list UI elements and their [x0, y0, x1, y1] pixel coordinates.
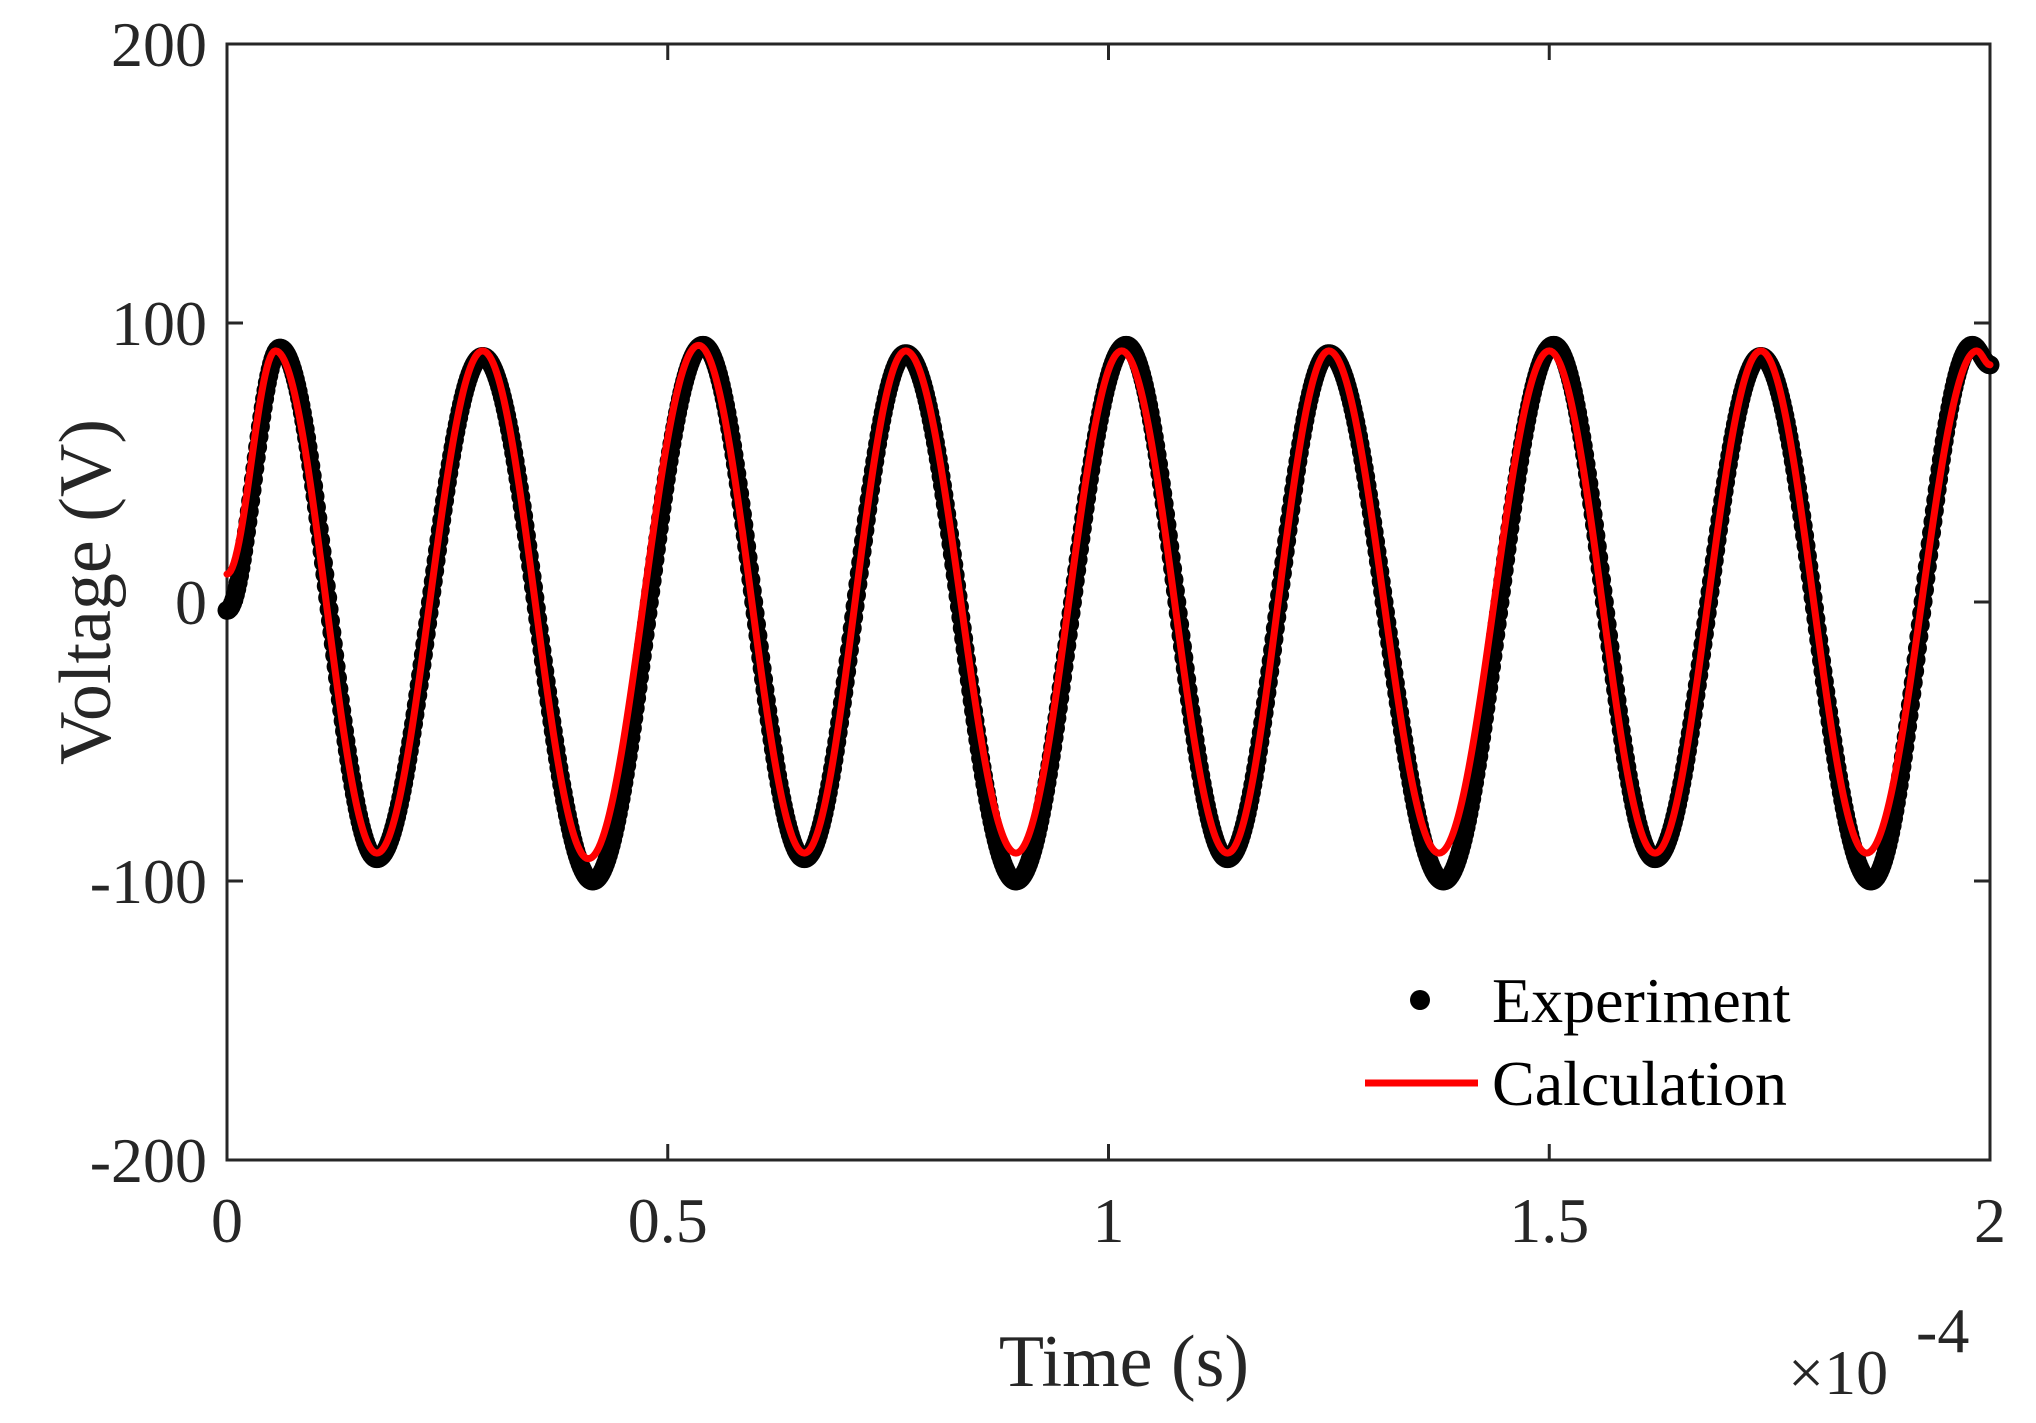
x-axis-multiplier: ×10	[1788, 1337, 1888, 1408]
y-tick-label: -100	[90, 846, 207, 917]
y-tick-label: 200	[111, 9, 207, 80]
y-tick-label: -200	[90, 1125, 207, 1196]
x-tick-label: 0	[211, 1185, 243, 1256]
legend-label-experiment: Experiment	[1492, 965, 1791, 1036]
x-axis-exponent: ×10 -4	[1788, 1295, 1969, 1408]
y-tick-label: 0	[175, 567, 207, 638]
legend: Experiment Calculation	[1365, 965, 1791, 1119]
legend-label-calculation: Calculation	[1492, 1048, 1787, 1119]
calculation-line	[223, 341, 1994, 863]
y-axis-title: Voltage (V)	[45, 419, 127, 765]
y-axis-ticks: -200 -100 0 100 200	[90, 9, 1990, 1196]
x-tick-label: 1.5	[1509, 1185, 1589, 1256]
x-axis-ticks: 0 0.5 1 1.5 2	[211, 44, 2006, 1256]
x-tick-label: 0.5	[628, 1185, 708, 1256]
x-axis-title: Time (s)	[999, 1321, 1249, 1403]
x-tick-label: 2	[1974, 1185, 2006, 1256]
y-tick-label: 100	[111, 288, 207, 359]
x-axis-exponent-power: -4	[1916, 1295, 1969, 1366]
legend-marker-experiment	[1410, 990, 1430, 1010]
calculation-series	[223, 341, 1994, 863]
x-tick-label: 1	[1093, 1185, 1125, 1256]
